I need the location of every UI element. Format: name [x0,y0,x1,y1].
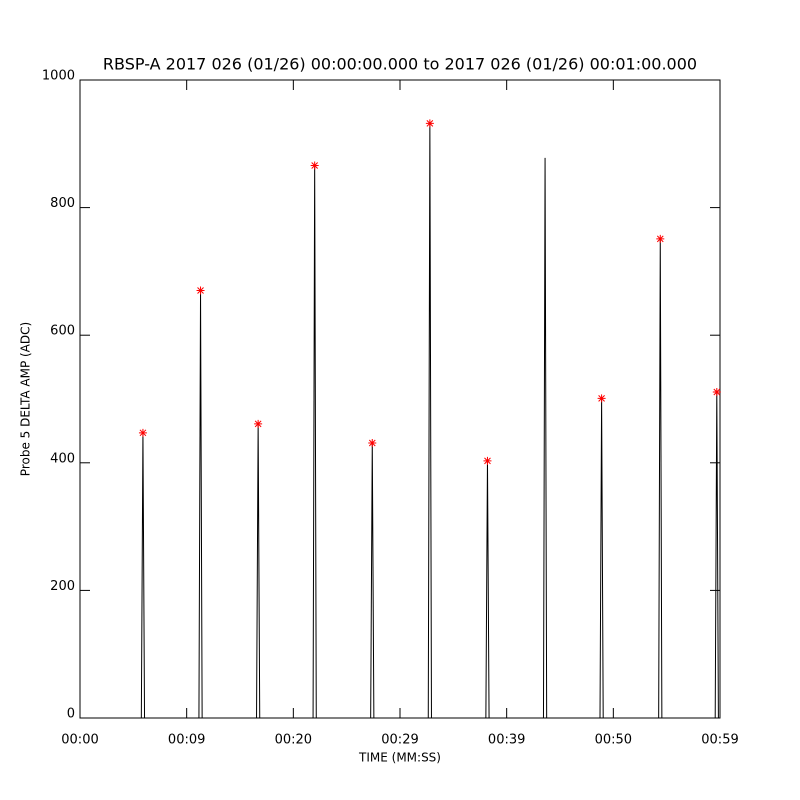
peak-marker [138,428,147,437]
x-tick-label: 00:39 [488,733,525,748]
x-axis-label: TIME (MM:SS) [358,751,441,765]
x-tick-label: 00:29 [381,733,418,748]
peak-marker [425,119,434,128]
y-tick-label: 400 [50,451,75,466]
chart-title: RBSP-A 2017 026 (01/26) 00:00:00.000 to … [103,55,697,74]
y-tick-label: 0 [67,707,75,722]
y-axis-label: Probe 5 DELTA AMP (ADC) [19,322,33,476]
peak-marker [196,286,205,295]
x-tick-label: 00:20 [275,733,312,748]
peak-marker [712,387,721,396]
peak-marker [656,234,665,243]
x-tick-label: 00:00 [61,733,98,748]
x-tick-label: 00:09 [168,733,205,748]
y-tick-label: 600 [50,324,75,339]
peak-marker [310,161,319,170]
y-tick-label: 1000 [42,69,75,84]
x-tick-label: 00:59 [701,733,738,748]
signal-line [140,123,719,719]
peak-marker [254,419,263,428]
x-tick-label: 00:50 [595,733,632,748]
peak-marker [483,456,492,465]
y-tick-label: 800 [50,196,75,211]
peak-marker [597,394,606,403]
y-tick-label: 200 [50,579,75,594]
plot-frame [79,79,721,719]
peak-marker [368,439,377,448]
